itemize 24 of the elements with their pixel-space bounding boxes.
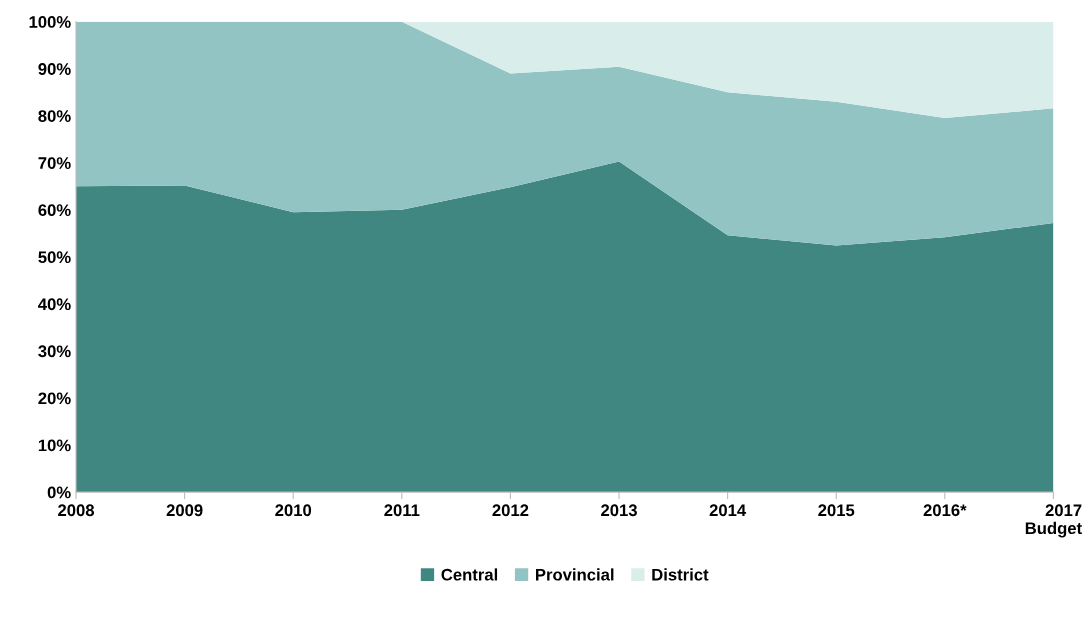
legend-label: District <box>652 568 709 581</box>
x-tick-label: 2008 <box>58 504 95 517</box>
legend-label: Central <box>441 568 498 581</box>
y-tick-label: 60% <box>38 204 71 217</box>
x-tick-label: 2011 <box>384 504 420 517</box>
y-tick-label: 30% <box>38 345 71 358</box>
y-tick-label: 70% <box>38 157 71 169</box>
y-tick-label: 50% <box>38 251 71 264</box>
x-tick-label: 2010 <box>275 504 312 517</box>
x-tick-label: 2009 <box>166 504 203 517</box>
y-tick-label: 20% <box>38 392 71 405</box>
x-tick-label: 2012 <box>492 504 529 517</box>
y-tick-label: 40% <box>38 298 71 311</box>
x-tick-label: 2014 <box>709 504 747 517</box>
x-tick-label: 2016* <box>923 504 967 517</box>
x-tick-label: 2017 Budget <box>1025 504 1082 538</box>
x-tick-label: 2015 <box>818 504 855 517</box>
y-tick-label: 10% <box>38 439 71 452</box>
y-tick-label: 90% <box>38 63 71 75</box>
y-tick-label: 100% <box>29 16 71 28</box>
y-tick-label: 0% <box>47 486 71 499</box>
legend-label: Provincial <box>536 568 614 581</box>
x-tick-label: 2013 <box>601 504 637 517</box>
y-tick-label: 80% <box>38 110 71 122</box>
